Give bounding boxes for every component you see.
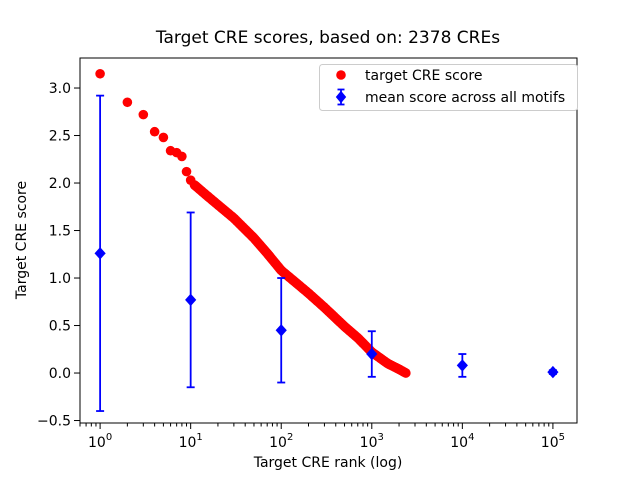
y-tick-label: 1.0 bbox=[49, 271, 71, 287]
chart-title: Target CRE scores, based on: 2378 CREs bbox=[155, 28, 500, 48]
plot-area: −0.5 0.0 0.5 1.0 1.5 2.0 2.5 3.0 100 101 102 103 104… bbox=[37, 68, 565, 451]
target-cre-score-series bbox=[95, 68, 411, 378]
data-point bbox=[95, 68, 105, 79]
x-tick-label: 101 bbox=[179, 432, 203, 451]
x-tick-label: 104 bbox=[450, 432, 474, 451]
y-tick-label: 2.0 bbox=[49, 176, 71, 192]
legend-red-circle-marker-icon bbox=[336, 70, 346, 80]
legend: target CRE score mean score across all m… bbox=[319, 64, 578, 111]
mean-data-point bbox=[185, 293, 197, 307]
y-tick-label: 1.5 bbox=[49, 223, 71, 239]
data-point bbox=[158, 132, 169, 143]
mean-score-series bbox=[94, 94, 559, 412]
legend-blue-diamond-marker-icon bbox=[335, 88, 347, 106]
data-point bbox=[149, 126, 160, 137]
y-tick-label: 2.5 bbox=[49, 128, 71, 144]
x-tick-label: 105 bbox=[541, 432, 565, 451]
tick-labels: −0.5 0.0 0.5 1.0 1.5 2.0 2.5 3.0 100 101 102 103 104… bbox=[37, 81, 565, 451]
y-axis-label: Target CRE score bbox=[14, 181, 30, 300]
mean-data-point bbox=[275, 324, 287, 337]
x-tick-label: 103 bbox=[360, 432, 384, 451]
mean-data-point bbox=[456, 359, 468, 372]
y-tick-label: −0.5 bbox=[37, 413, 71, 429]
x-axis-label: Target CRE rank (log) bbox=[253, 455, 403, 471]
data-point bbox=[122, 97, 133, 108]
x-tick-label: 100 bbox=[88, 432, 112, 451]
x-tick-label: 102 bbox=[269, 432, 293, 451]
data-point bbox=[138, 109, 149, 120]
mean-data-point bbox=[366, 347, 378, 361]
data-point bbox=[401, 368, 411, 378]
data-point bbox=[181, 166, 192, 177]
y-tick-label: 0.5 bbox=[49, 318, 71, 334]
data-point bbox=[177, 151, 187, 162]
mean-data-point bbox=[547, 365, 559, 379]
legend-entry-mean-score: mean score across all motifs bbox=[365, 90, 565, 106]
mean-data-point bbox=[94, 247, 106, 260]
y-tick-label: 3.0 bbox=[49, 81, 71, 97]
axis-ticks bbox=[74, 87, 554, 429]
plot-border bbox=[79, 57, 578, 424]
y-tick-label: 0.0 bbox=[49, 366, 71, 382]
legend-box bbox=[319, 64, 578, 111]
legend-entry-target-cre-score: target CRE score bbox=[365, 68, 482, 84]
